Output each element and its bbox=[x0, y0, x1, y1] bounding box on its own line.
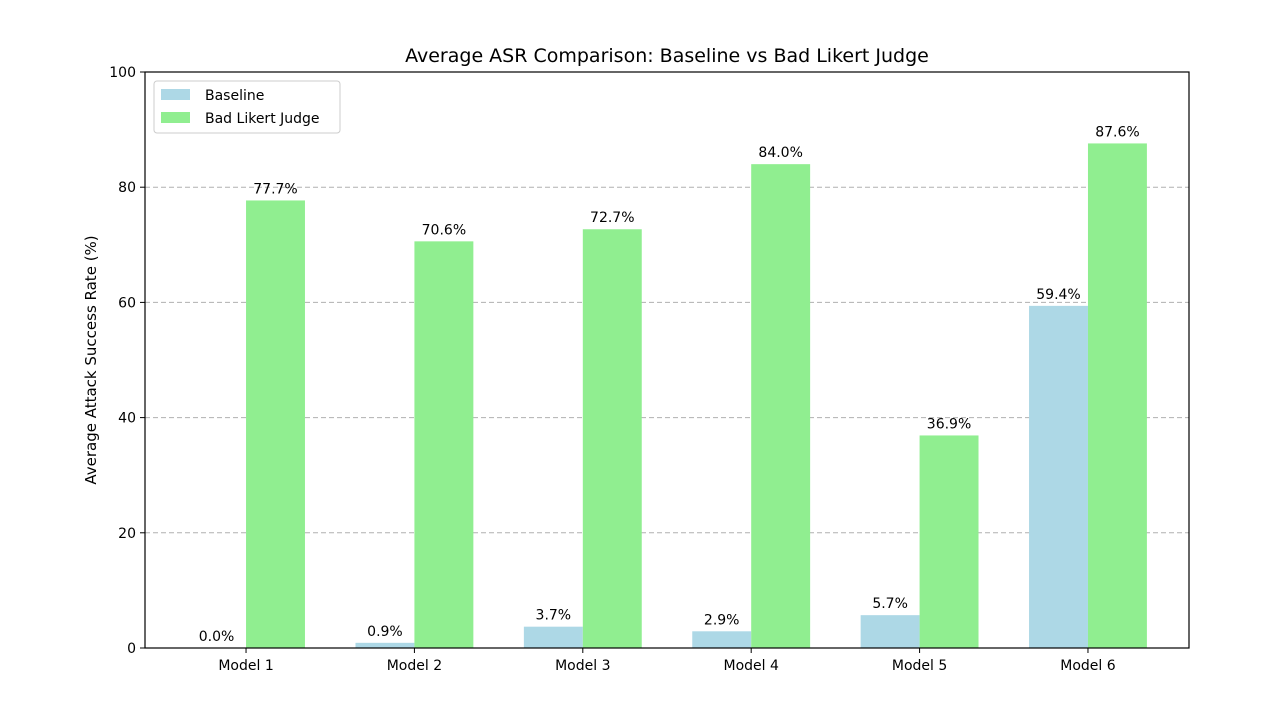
legend-label: Bad Likert Judge bbox=[205, 111, 320, 127]
x-tick-label: Model 3 bbox=[555, 658, 610, 674]
bar-value-label: 77.7% bbox=[253, 181, 297, 197]
bar-value-label: 72.7% bbox=[590, 210, 634, 226]
bar-value-label: 36.9% bbox=[927, 416, 971, 432]
y-tick-label: 20 bbox=[118, 526, 136, 542]
y-tick-label: 80 bbox=[118, 180, 136, 196]
y-tick-label: 100 bbox=[109, 65, 136, 81]
y-tick-label: 40 bbox=[118, 411, 136, 427]
legend: Baseline Bad Likert Judge bbox=[153, 80, 341, 134]
bar-baseline bbox=[523, 626, 583, 648]
x-axis-ticks: Model 1 Model 2 Model 3 Model 4 Model 5 Model… bbox=[218, 648, 1116, 674]
value-labels: 0.0% 0.9% 3.7% 2.9% 5.7% 59.4% 77.7% 70.6% 72.7%… bbox=[199, 124, 1140, 645]
bars bbox=[246, 143, 1147, 649]
bar-value-label: 5.7% bbox=[872, 596, 908, 612]
bar-value-label: 3.7% bbox=[536, 608, 572, 624]
legend-box bbox=[153, 80, 341, 134]
chart-title: Average ASR Comparison: Baseline vs Bad … bbox=[405, 45, 929, 67]
bar-bad-likert-judge bbox=[919, 435, 979, 648]
bar-value-label: 87.6% bbox=[1095, 124, 1139, 140]
legend-swatch bbox=[161, 89, 190, 100]
bar-baseline bbox=[692, 631, 752, 648]
bar-bad-likert-judge bbox=[246, 200, 305, 648]
bar-value-label: 59.4% bbox=[1036, 287, 1080, 303]
plot-frame bbox=[144, 71, 1190, 649]
y-tick-label: 60 bbox=[118, 295, 136, 311]
x-tick-label: Model 4 bbox=[723, 658, 778, 674]
y-axis-ticks: 0 20 40 60 80 100 bbox=[109, 65, 145, 657]
bar-baseline bbox=[860, 615, 920, 648]
bar-bad-likert-judge bbox=[1087, 143, 1147, 648]
legend-swatch bbox=[161, 112, 190, 123]
x-tick-label: Model 6 bbox=[1060, 658, 1115, 674]
bar-baseline bbox=[1029, 305, 1088, 648]
x-tick-label: Model 5 bbox=[892, 658, 947, 674]
x-tick-label: Model 1 bbox=[218, 658, 273, 674]
x-tick-label: Model 2 bbox=[387, 658, 442, 674]
legend-label: Baseline bbox=[205, 88, 264, 104]
y-tick-label: 0 bbox=[127, 641, 136, 657]
bar-value-label: 70.6% bbox=[422, 222, 466, 238]
bar-value-label: 0.0% bbox=[199, 629, 235, 645]
y-axis-label: Average Attack Success Rate (%) bbox=[82, 235, 100, 484]
bar-bad-likert-judge bbox=[582, 229, 642, 649]
bar-baseline bbox=[355, 642, 415, 648]
grid-lines bbox=[145, 186, 1189, 534]
bar-value-label: 0.9% bbox=[367, 624, 403, 640]
bar-value-label: 84.0% bbox=[758, 145, 802, 161]
bar-bad-likert-judge bbox=[414, 241, 474, 648]
bar-bad-likert-judge bbox=[751, 164, 811, 648]
bar-value-label: 2.9% bbox=[704, 612, 740, 628]
